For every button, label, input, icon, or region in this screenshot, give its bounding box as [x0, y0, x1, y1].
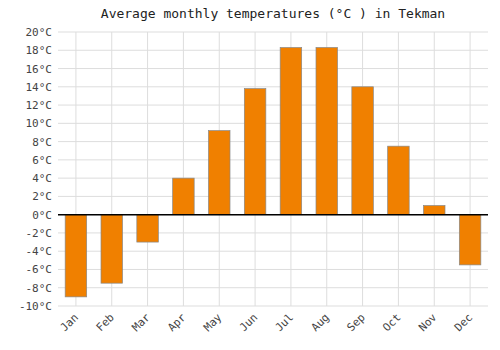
y-grid-line	[58, 123, 488, 124]
y-grid-line	[58, 159, 488, 160]
x-grid-line	[147, 32, 148, 306]
bar	[101, 215, 123, 284]
y-tick-label: 16°C	[26, 63, 53, 76]
y-grid-line	[58, 32, 488, 33]
y-grid-line	[58, 196, 488, 197]
x-tick-label: Mar	[129, 311, 153, 335]
y-tick-label: 18°C	[26, 44, 53, 57]
y-tick-label: 0°C	[32, 209, 52, 222]
y-tick-label: 8°C	[32, 136, 52, 149]
y-tick-label: 6°C	[32, 154, 52, 167]
x-tick-label: Aug	[309, 311, 332, 334]
bar	[352, 87, 374, 215]
y-grid-line	[58, 141, 488, 142]
bar	[173, 178, 195, 215]
y-tick-label: 14°C	[26, 81, 53, 94]
x-tick-label: Sep	[344, 311, 367, 334]
y-grid-line	[58, 214, 488, 215]
bar	[137, 215, 159, 242]
bar	[280, 48, 302, 215]
y-tick-label: 10°C	[26, 117, 53, 130]
y-tick-label: 20°C	[26, 26, 53, 39]
bar	[388, 146, 410, 215]
y-grid-line	[58, 306, 488, 307]
bar	[424, 206, 446, 215]
y-grid-line	[58, 86, 488, 87]
x-tick-label: Nov	[416, 311, 440, 335]
y-tick-label: -4°C	[26, 245, 53, 258]
bar	[244, 89, 265, 215]
x-tick-label: Feb	[94, 311, 117, 334]
y-grid-line	[58, 178, 488, 179]
y-tick-label: 2°C	[32, 190, 52, 203]
y-tick-label: -2°C	[26, 227, 53, 240]
y-grid-line	[58, 50, 488, 51]
zero-line	[58, 214, 488, 216]
x-tick-label: Jul	[273, 311, 296, 334]
y-tick-label: -10°C	[19, 300, 52, 313]
bar	[459, 215, 481, 265]
x-grid-line	[434, 32, 435, 306]
grid	[58, 32, 488, 306]
x-tick-label: Apr	[165, 311, 189, 335]
y-grid-line	[58, 287, 488, 288]
bar	[209, 131, 231, 215]
y-grid-line	[58, 105, 488, 106]
x-tick-label: May	[201, 311, 225, 335]
x-tick-label: Jun	[237, 311, 260, 334]
title: Average monthly temperatures (°C ) in Te…	[101, 6, 445, 21]
x-tick-label: Jan	[58, 311, 81, 334]
y-tick-label: 12°C	[26, 99, 53, 112]
x-tick-label: Dec	[452, 311, 475, 334]
bars	[65, 48, 481, 297]
y-tick-label: -6°C	[26, 263, 53, 276]
chart: Average monthly temperatures (°C ) in Te…	[0, 0, 500, 350]
y-tick-label: -8°C	[26, 282, 53, 295]
x-grid-line	[183, 32, 184, 306]
bar	[316, 48, 338, 215]
bar	[65, 215, 87, 297]
x-tick-label: Oct	[380, 311, 403, 334]
y-tick-label: 4°C	[32, 172, 52, 185]
y-grid-line	[58, 68, 488, 69]
